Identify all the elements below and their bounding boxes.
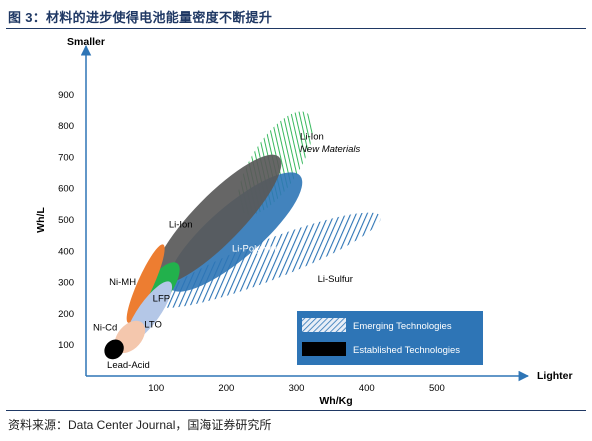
y-tick-label: 600 [58, 184, 74, 195]
region-li-sulfur [155, 212, 381, 308]
region-label-li-polymer: Li-Polymer [232, 244, 277, 255]
region-ni-mh [126, 244, 165, 323]
tick-labels: 100 200 300 400 500 100 200 300 400 500 600 700 800 9… [35, 36, 573, 407]
region-label-ni-mh: Ni-MH [109, 277, 136, 288]
region-li-ion [153, 154, 282, 285]
region-label-li-sulfur: Li-Sulfur [318, 274, 353, 285]
region-lead-acid [104, 339, 124, 360]
region-label-new-materials: New Materials [300, 144, 360, 155]
legend: Emerging Technologies Established Techno… [297, 311, 483, 365]
y-direction-label: Smaller [67, 36, 105, 48]
x-tick-label: 400 [359, 383, 375, 394]
region-label-lfp: LFP [153, 294, 170, 305]
top-divider [6, 28, 586, 29]
y-tick-label: 100 [58, 340, 74, 351]
y-tick-label: 900 [58, 90, 74, 101]
figure-title: 图 3：材料的进步使得电池能量密度不断提升 [8, 10, 273, 25]
y-axis-title: Wh/L [35, 207, 47, 233]
axes [80, 44, 530, 382]
source-note: 资料来源：Data Center Journal，国海证券研究所 [8, 418, 272, 432]
legend-swatch-emerging [302, 318, 346, 332]
y-tick-label: 200 [58, 309, 74, 320]
y-tick-label: 500 [58, 215, 74, 226]
x-tick-label: 100 [148, 383, 164, 394]
region-label-ni-cd: Ni-Cd [93, 323, 117, 334]
x-tick-label: 200 [218, 383, 234, 394]
region-label-lead-acid: Lead-Acid [107, 360, 150, 371]
y-tick-label: 800 [58, 121, 74, 132]
x-tick-label: 500 [429, 383, 445, 394]
legend-label-established: Established Technologies [353, 345, 460, 356]
legend-label-emerging: Emerging Technologies [353, 321, 452, 332]
region-label-lto: LTO [144, 319, 162, 330]
x-direction-label: Lighter [537, 370, 573, 382]
y-tick-label: 400 [58, 246, 74, 257]
bottom-divider [6, 410, 586, 411]
region-label-li-ion: Li-Ion [169, 219, 193, 230]
x-axis-title: Wh/Kg [319, 395, 352, 407]
legend-swatch-established [302, 342, 346, 356]
y-tick-label: 700 [58, 152, 74, 163]
technology-regions [104, 111, 381, 360]
region-label-li-ion: Li-Ion [300, 132, 324, 143]
x-tick-label: 300 [289, 383, 305, 394]
y-tick-label: 300 [58, 278, 74, 289]
